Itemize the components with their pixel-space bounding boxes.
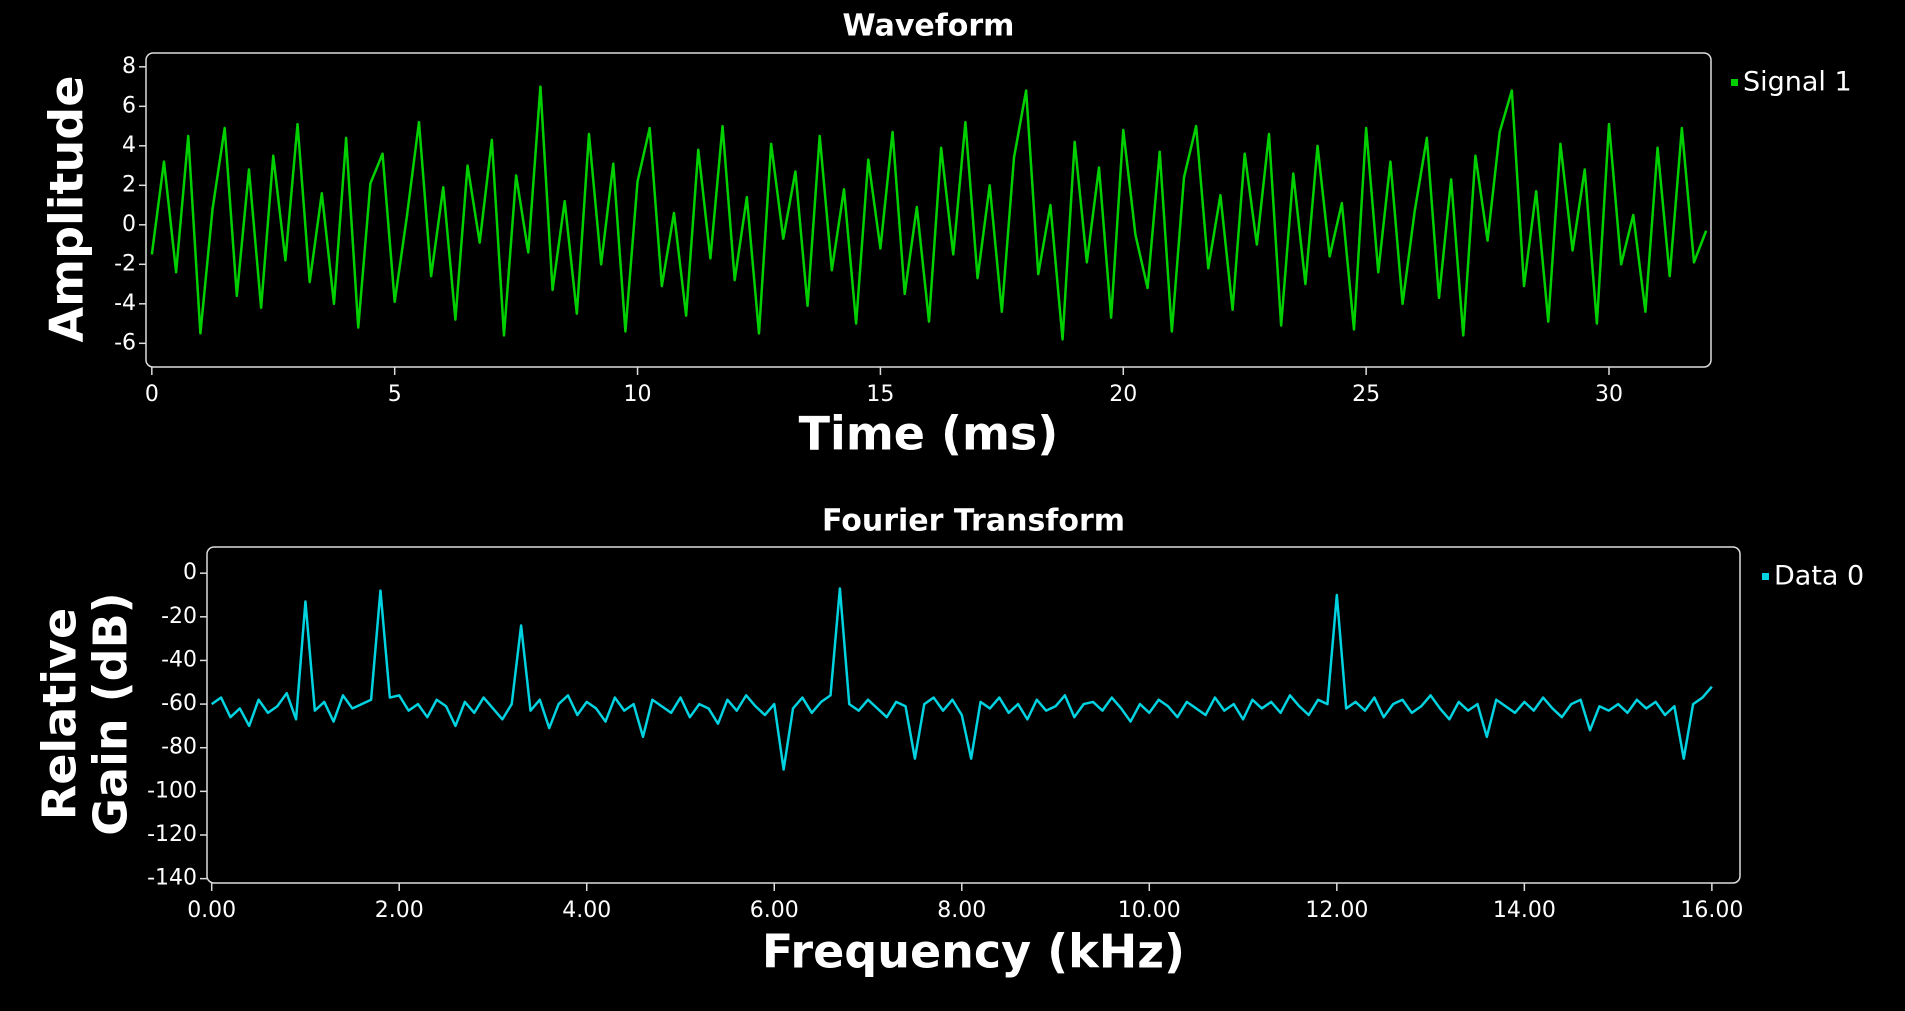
x-tick-label: 10.00	[1118, 898, 1181, 923]
y-tick-label: -6	[114, 330, 136, 355]
y-tick-label: 4	[122, 133, 136, 158]
chart-title: Fourier Transform	[822, 504, 1125, 539]
x-tick-label: 16.00	[1680, 898, 1743, 923]
y-tick-label: 0	[183, 560, 197, 585]
y-tick-label: -4	[114, 291, 136, 316]
y-tick-label: -80	[161, 735, 197, 760]
y-tick-label: -140	[147, 866, 197, 891]
legend-label: Signal 1	[1743, 67, 1852, 98]
legend-swatch	[1762, 573, 1769, 580]
plot-frame	[206, 546, 1741, 884]
x-tick-label: 2.00	[375, 898, 424, 923]
legend-label: Data 0	[1774, 561, 1864, 592]
y-tick-label: -60	[161, 691, 197, 716]
y-axis-label: Amplitude	[39, 75, 94, 343]
x-tick-label: 6.00	[750, 898, 799, 923]
x-tick-label: 0	[145, 382, 159, 407]
x-tick-label: 12.00	[1305, 898, 1368, 923]
legend-swatch	[1731, 79, 1738, 86]
y-axis-label: Relative Gain (dB)	[32, 592, 137, 836]
x-tick-label: 4.00	[562, 898, 611, 923]
x-tick-label: 14.00	[1493, 898, 1556, 923]
y-tick-label: -40	[161, 647, 197, 672]
y-tick-label: -120	[147, 822, 197, 847]
y-tick-label: 8	[122, 54, 136, 79]
x-tick-label: 10	[624, 382, 652, 407]
y-tick-label: 0	[122, 212, 136, 237]
plot-frame	[145, 52, 1712, 368]
y-tick-label: 6	[122, 93, 136, 118]
data-line	[210, 587, 1713, 771]
data-line	[150, 85, 1708, 341]
x-tick-label: 5	[388, 382, 402, 407]
x-tick-label: 0.00	[187, 898, 236, 923]
x-axis-label: Frequency (kHz)	[762, 925, 1185, 979]
y-tick-label: -100	[147, 778, 197, 803]
y-tick-label: -20	[161, 604, 197, 629]
x-tick-label: 25	[1352, 382, 1380, 407]
y-tick-label: 2	[122, 172, 136, 197]
y-tick-label: -2	[114, 251, 136, 276]
x-axis-label: Time (ms)	[799, 407, 1059, 461]
x-tick-label: 30	[1595, 382, 1623, 407]
x-tick-label: 20	[1109, 382, 1137, 407]
x-tick-label: 15	[866, 382, 894, 407]
chart-title: Waveform	[843, 9, 1015, 44]
x-tick-label: 8.00	[937, 898, 986, 923]
